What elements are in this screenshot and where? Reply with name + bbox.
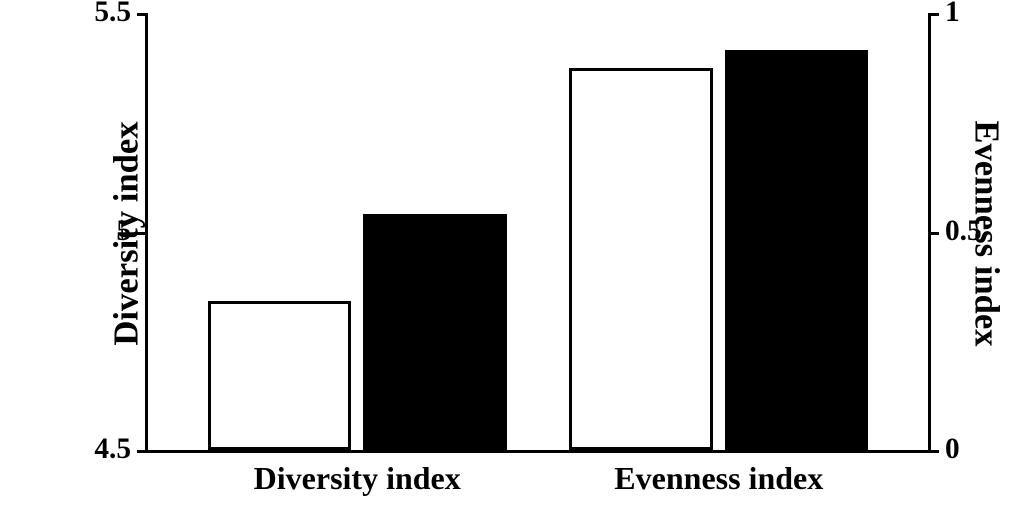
bar (569, 68, 712, 450)
y-right-tick (931, 13, 939, 16)
y-left-tick (137, 13, 145, 16)
y-left-tick (137, 450, 145, 453)
y-right-tick-label: 0.5 (945, 215, 982, 248)
y-left-tick-label: 5 (116, 215, 131, 248)
y-left-tick-label: 5.5 (94, 0, 131, 29)
y-right-tick (931, 232, 939, 235)
y-left-tick-label: 4.5 (94, 433, 131, 466)
dual-axis-bar-chart: Diversity index Evenness index 4.5 5 5.5 0 0… (0, 0, 1023, 505)
x-group-label: Evenness index (569, 460, 868, 497)
x-group-label: Diversity index (208, 460, 507, 497)
y-right-tick (931, 450, 939, 453)
bar (208, 301, 351, 450)
y-right-tick-label: 1 (945, 0, 960, 29)
bar (363, 214, 506, 450)
y-right-tick-label: 0 (945, 433, 960, 466)
y-left-tick (137, 232, 145, 235)
bar (725, 50, 868, 450)
x-axis-line (145, 450, 931, 453)
